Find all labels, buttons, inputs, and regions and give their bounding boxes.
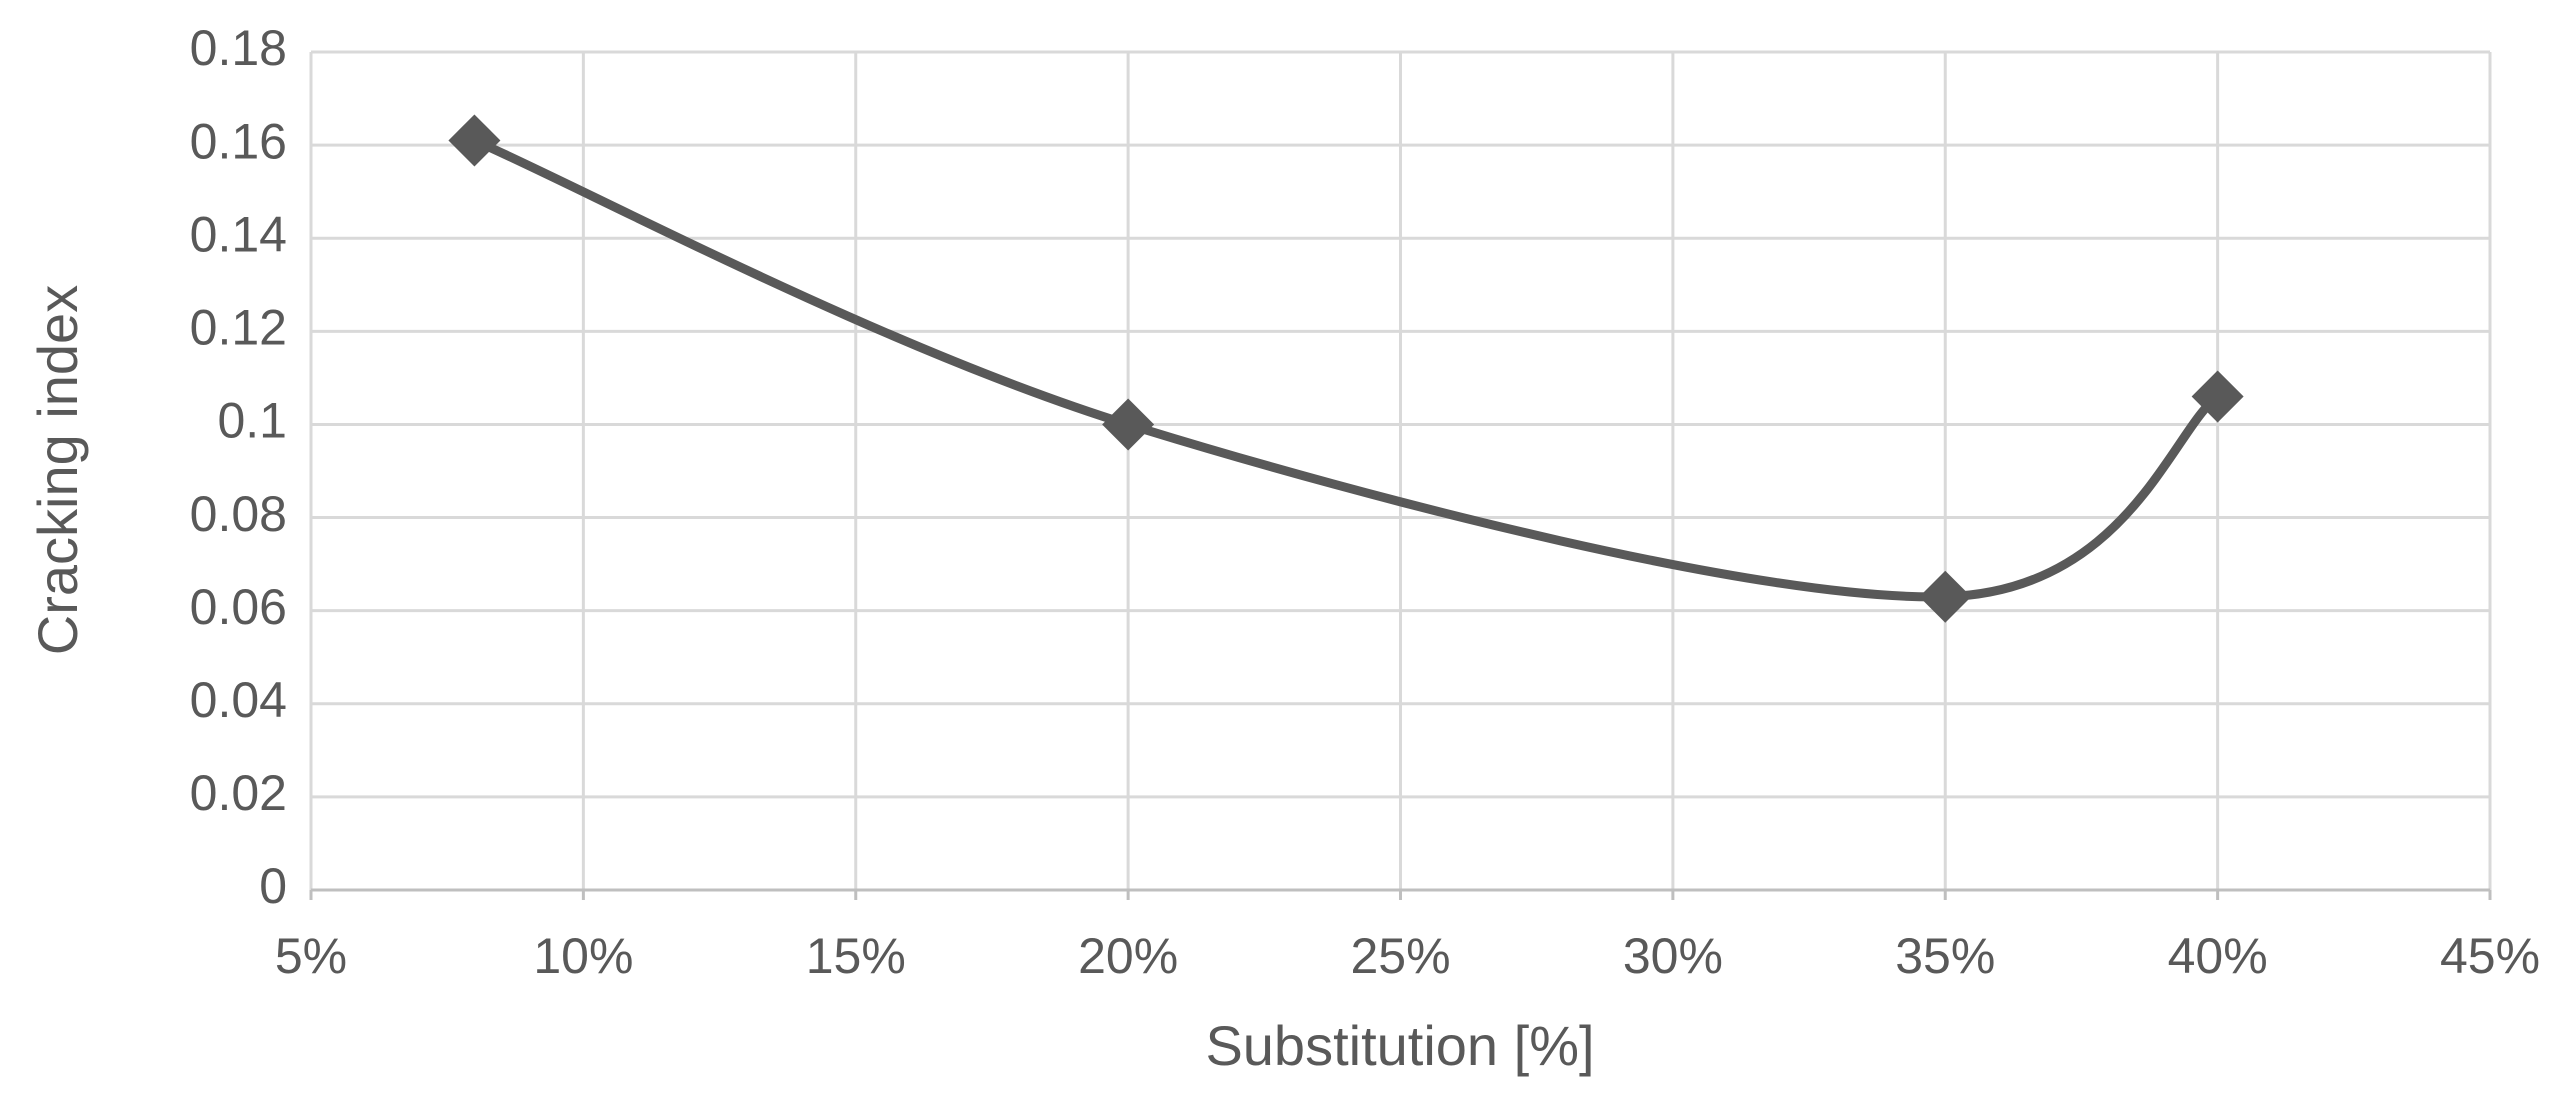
marker xyxy=(1102,398,1155,451)
x-axis-title: Substitution [%] xyxy=(1205,1014,1594,1077)
y-tick-label: 0.1 xyxy=(217,393,287,449)
y-tick-label: 0 xyxy=(259,858,287,914)
y-tick-label: 0.14 xyxy=(190,206,287,262)
x-tick-label: 40% xyxy=(2168,928,2268,984)
x-tick-label: 15% xyxy=(806,928,906,984)
x-tick-label: 30% xyxy=(1623,928,1723,984)
y-tick-label: 0.16 xyxy=(190,113,287,169)
marker xyxy=(2191,370,2244,423)
x-tick-label: 35% xyxy=(1895,928,1995,984)
y-tick-label: 0.04 xyxy=(190,672,287,728)
x-tick-label: 20% xyxy=(1078,928,1178,984)
y-axis-title: Cracking index xyxy=(26,285,89,655)
x-tick-label: 25% xyxy=(1350,928,1450,984)
x-tick-label: 45% xyxy=(2440,928,2540,984)
x-tick-label: 10% xyxy=(533,928,633,984)
y-tick-label: 0.02 xyxy=(190,765,287,821)
y-tick-label: 0.06 xyxy=(190,579,287,635)
y-tick-label: 0.08 xyxy=(190,486,287,542)
x-tick-label: 5% xyxy=(275,928,347,984)
marker xyxy=(1919,570,1972,623)
y-tick-label: 0.12 xyxy=(190,300,287,356)
y-tick-label: 0.18 xyxy=(190,20,287,76)
marker xyxy=(448,114,501,167)
line xyxy=(472,136,2221,602)
